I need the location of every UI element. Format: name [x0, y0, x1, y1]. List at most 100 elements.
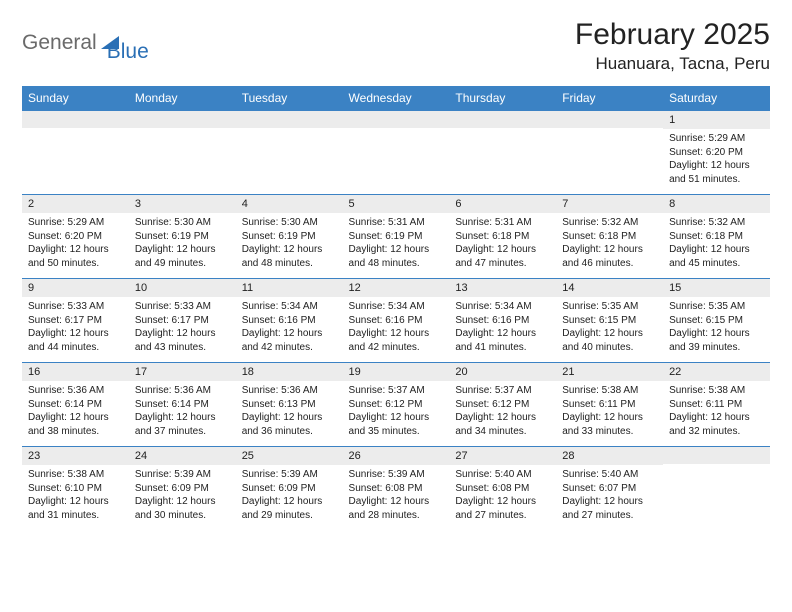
day-number: [449, 111, 556, 128]
sunrise-text: Sunrise: 5:35 AM: [669, 300, 764, 314]
day-number: 23: [22, 447, 129, 465]
daylight-text: Daylight: 12 hours and 39 minutes.: [669, 327, 764, 354]
sunrise-text: Sunrise: 5:36 AM: [28, 384, 123, 398]
sunset-text: Sunset: 6:07 PM: [562, 482, 657, 496]
header: General Blue February 2025 Huanuara, Tac…: [22, 18, 770, 74]
sunset-text: Sunset: 6:09 PM: [242, 482, 337, 496]
day-number: 25: [236, 447, 343, 465]
calendar-day-cell: 21Sunrise: 5:38 AMSunset: 6:11 PMDayligh…: [556, 363, 663, 447]
sunset-text: Sunset: 6:19 PM: [349, 230, 444, 244]
sunset-text: Sunset: 6:16 PM: [349, 314, 444, 328]
calendar-day-cell: 1Sunrise: 5:29 AMSunset: 6:20 PMDaylight…: [663, 111, 770, 195]
day-number: 10: [129, 279, 236, 297]
sunset-text: Sunset: 6:10 PM: [28, 482, 123, 496]
month-title: February 2025: [575, 18, 770, 52]
day-details: Sunrise: 5:35 AMSunset: 6:15 PMDaylight:…: [663, 297, 770, 362]
calendar-day-cell: [236, 111, 343, 195]
daylight-text: Daylight: 12 hours and 32 minutes.: [669, 411, 764, 438]
daylight-text: Daylight: 12 hours and 38 minutes.: [28, 411, 123, 438]
daylight-text: Daylight: 12 hours and 49 minutes.: [135, 243, 230, 270]
daylight-text: Daylight: 12 hours and 44 minutes.: [28, 327, 123, 354]
day-number: 1: [663, 111, 770, 129]
sunset-text: Sunset: 6:08 PM: [455, 482, 550, 496]
day-details: Sunrise: 5:37 AMSunset: 6:12 PMDaylight:…: [343, 381, 450, 446]
sunset-text: Sunset: 6:13 PM: [242, 398, 337, 412]
day-details: Sunrise: 5:29 AMSunset: 6:20 PMDaylight:…: [22, 213, 129, 278]
day-number: 11: [236, 279, 343, 297]
calendar-day-cell: 23Sunrise: 5:38 AMSunset: 6:10 PMDayligh…: [22, 447, 129, 531]
sunset-text: Sunset: 6:20 PM: [28, 230, 123, 244]
sunset-text: Sunset: 6:18 PM: [455, 230, 550, 244]
day-number: 2: [22, 195, 129, 213]
daylight-text: Daylight: 12 hours and 30 minutes.: [135, 495, 230, 522]
sunrise-text: Sunrise: 5:35 AM: [562, 300, 657, 314]
day-number: 8: [663, 195, 770, 213]
sunset-text: Sunset: 6:15 PM: [562, 314, 657, 328]
daylight-text: Daylight: 12 hours and 41 minutes.: [455, 327, 550, 354]
day-number: 18: [236, 363, 343, 381]
sunrise-text: Sunrise: 5:40 AM: [562, 468, 657, 482]
day-number: 27: [449, 447, 556, 465]
sunset-text: Sunset: 6:14 PM: [135, 398, 230, 412]
sunset-text: Sunset: 6:14 PM: [28, 398, 123, 412]
daylight-text: Daylight: 12 hours and 42 minutes.: [242, 327, 337, 354]
daylight-text: Daylight: 12 hours and 47 minutes.: [455, 243, 550, 270]
daylight-text: Daylight: 12 hours and 46 minutes.: [562, 243, 657, 270]
sunrise-text: Sunrise: 5:32 AM: [669, 216, 764, 230]
calendar-day-cell: 24Sunrise: 5:39 AMSunset: 6:09 PMDayligh…: [129, 447, 236, 531]
calendar-day-cell: 25Sunrise: 5:39 AMSunset: 6:09 PMDayligh…: [236, 447, 343, 531]
day-details: Sunrise: 5:40 AMSunset: 6:07 PMDaylight:…: [556, 465, 663, 530]
sunrise-text: Sunrise: 5:34 AM: [242, 300, 337, 314]
calendar-day-cell: 12Sunrise: 5:34 AMSunset: 6:16 PMDayligh…: [343, 279, 450, 363]
sunrise-text: Sunrise: 5:30 AM: [135, 216, 230, 230]
daylight-text: Daylight: 12 hours and 51 minutes.: [669, 159, 764, 186]
day-number: [343, 111, 450, 128]
sunrise-text: Sunrise: 5:38 AM: [562, 384, 657, 398]
sunrise-text: Sunrise: 5:30 AM: [242, 216, 337, 230]
day-details: Sunrise: 5:30 AMSunset: 6:19 PMDaylight:…: [236, 213, 343, 278]
day-number: 7: [556, 195, 663, 213]
weekday-header: Tuesday: [236, 86, 343, 111]
daylight-text: Daylight: 12 hours and 43 minutes.: [135, 327, 230, 354]
sunrise-text: Sunrise: 5:36 AM: [242, 384, 337, 398]
day-details: Sunrise: 5:40 AMSunset: 6:08 PMDaylight:…: [449, 465, 556, 530]
sunset-text: Sunset: 6:18 PM: [562, 230, 657, 244]
day-number: 24: [129, 447, 236, 465]
weekday-header: Friday: [556, 86, 663, 111]
calendar-day-cell: [343, 111, 450, 195]
weekday-header: Thursday: [449, 86, 556, 111]
calendar-week-row: 1Sunrise: 5:29 AMSunset: 6:20 PMDaylight…: [22, 111, 770, 195]
day-details: Sunrise: 5:38 AMSunset: 6:10 PMDaylight:…: [22, 465, 129, 530]
sunrise-text: Sunrise: 5:39 AM: [135, 468, 230, 482]
calendar-week-row: 23Sunrise: 5:38 AMSunset: 6:10 PMDayligh…: [22, 447, 770, 531]
day-details: [449, 128, 556, 186]
daylight-text: Daylight: 12 hours and 40 minutes.: [562, 327, 657, 354]
calendar-day-cell: 19Sunrise: 5:37 AMSunset: 6:12 PMDayligh…: [343, 363, 450, 447]
day-number: [236, 111, 343, 128]
day-number: 13: [449, 279, 556, 297]
day-details: [129, 128, 236, 186]
day-details: Sunrise: 5:32 AMSunset: 6:18 PMDaylight:…: [556, 213, 663, 278]
day-number: 21: [556, 363, 663, 381]
sunset-text: Sunset: 6:19 PM: [135, 230, 230, 244]
day-details: Sunrise: 5:39 AMSunset: 6:09 PMDaylight:…: [236, 465, 343, 530]
sunrise-text: Sunrise: 5:33 AM: [28, 300, 123, 314]
day-details: [236, 128, 343, 186]
day-details: Sunrise: 5:37 AMSunset: 6:12 PMDaylight:…: [449, 381, 556, 446]
sunset-text: Sunset: 6:12 PM: [455, 398, 550, 412]
daylight-text: Daylight: 12 hours and 33 minutes.: [562, 411, 657, 438]
day-number: 3: [129, 195, 236, 213]
sunset-text: Sunset: 6:20 PM: [669, 146, 764, 160]
weekday-header: Saturday: [663, 86, 770, 111]
calendar-day-cell: 5Sunrise: 5:31 AMSunset: 6:19 PMDaylight…: [343, 195, 450, 279]
calendar-day-cell: 7Sunrise: 5:32 AMSunset: 6:18 PMDaylight…: [556, 195, 663, 279]
day-details: Sunrise: 5:34 AMSunset: 6:16 PMDaylight:…: [343, 297, 450, 362]
calendar-day-cell: 6Sunrise: 5:31 AMSunset: 6:18 PMDaylight…: [449, 195, 556, 279]
day-number: [129, 111, 236, 128]
day-details: Sunrise: 5:39 AMSunset: 6:08 PMDaylight:…: [343, 465, 450, 530]
calendar-day-cell: 8Sunrise: 5:32 AMSunset: 6:18 PMDaylight…: [663, 195, 770, 279]
day-details: Sunrise: 5:33 AMSunset: 6:17 PMDaylight:…: [129, 297, 236, 362]
day-number: 4: [236, 195, 343, 213]
sunset-text: Sunset: 6:08 PM: [349, 482, 444, 496]
calendar-day-cell: 22Sunrise: 5:38 AMSunset: 6:11 PMDayligh…: [663, 363, 770, 447]
